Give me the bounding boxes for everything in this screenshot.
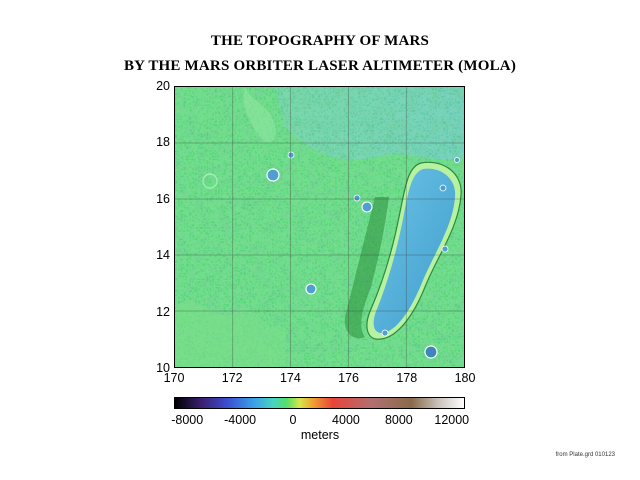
longitude-tick-label: 172: [221, 371, 243, 385]
topography-map: [174, 86, 465, 368]
colorbar-tick-label: -8000: [171, 413, 204, 427]
longitude-tick-label: 174: [279, 371, 301, 385]
colorbar-tick-label: 12000: [434, 413, 470, 427]
latitude-tick-label: 18: [156, 135, 170, 150]
craters: [202, 151, 460, 359]
map-title-line-2: BY THE MARS ORBITER LASER ALTIMETER (MOL…: [123, 58, 517, 74]
colorbar-tick-label: 4000: [332, 413, 360, 427]
colorbar-unit-label: meters: [300, 428, 340, 442]
latitude-tick-label: 14: [156, 248, 170, 263]
coordinate-grid: [175, 87, 464, 367]
longitude-tick-label: 170: [163, 371, 185, 385]
map-title-line-1: THE TOPOGRAPHY OF MARS: [210, 33, 430, 49]
basin-floor: [373, 168, 456, 334]
colorbar-tick-label: -4000: [224, 413, 257, 427]
ridge-west: [175, 301, 285, 367]
ridge-north: [243, 87, 276, 143]
latitude-tick-label: 10: [156, 361, 170, 375]
latitude-tick-label: 12: [156, 304, 170, 319]
longitude-tick-label: 178: [396, 371, 418, 385]
longitude-tick-label: 180: [454, 371, 476, 385]
source-credit: from Plate.grd 010123: [555, 452, 615, 458]
latitude-tick-label: 20: [156, 79, 170, 93]
elevation-colorbar: [174, 397, 465, 409]
ridge-east: [344, 197, 389, 339]
latitude-tick-label: 16: [156, 191, 170, 206]
colorbar-tick-label: 8000: [384, 413, 413, 427]
colorbar-tick-label: 0: [289, 413, 297, 427]
longitude-tick-label: 176: [338, 371, 360, 385]
